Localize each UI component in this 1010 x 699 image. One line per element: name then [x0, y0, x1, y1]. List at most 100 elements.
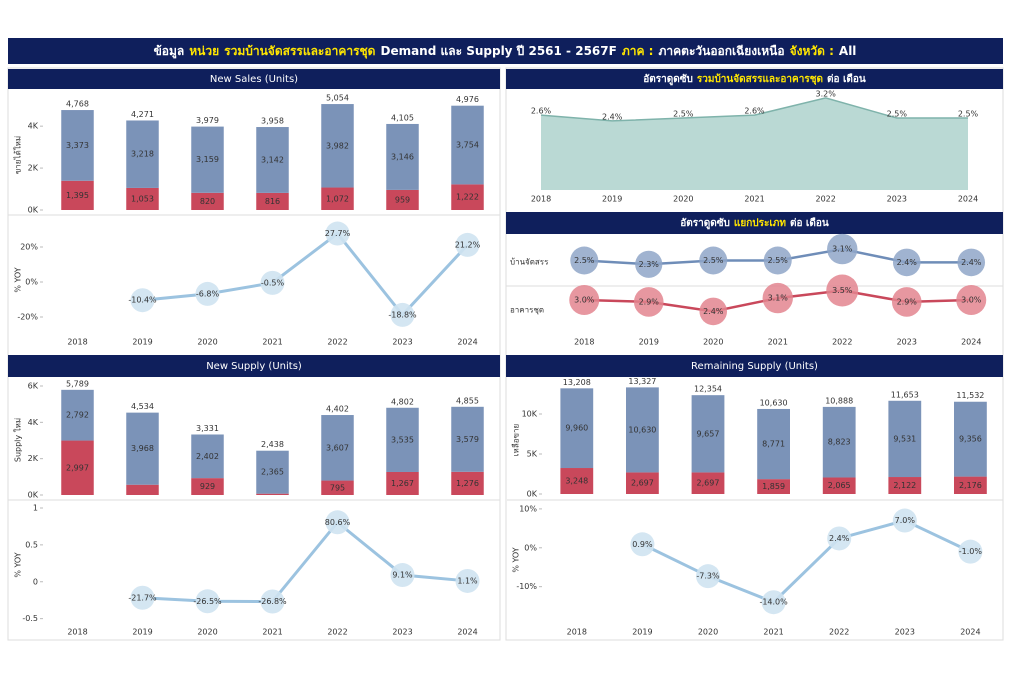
- bar-segment: [61, 389, 94, 441]
- panel-title-bar: [506, 69, 1003, 89]
- yoy-point: [892, 508, 917, 533]
- type-label: 2.9%: [897, 297, 918, 306]
- y-tick-label: 0K: [527, 490, 538, 499]
- area-label: 2.5%: [958, 110, 979, 119]
- bar-segment: [451, 471, 484, 495]
- type-label: 2.4%: [703, 307, 724, 316]
- type-label: 3.1%: [832, 245, 853, 254]
- bar-segment: [954, 476, 987, 494]
- yoy-point: [260, 270, 285, 295]
- area-label: 2.5%: [887, 110, 908, 119]
- x-tick-label: 2019: [639, 338, 659, 347]
- total-label: 13,327: [628, 377, 656, 386]
- bar-label: 3,146: [391, 152, 414, 161]
- panel-title: Remaining Supply (Units): [691, 361, 818, 372]
- bar-label: 1,053: [131, 194, 154, 203]
- yoy-point: [390, 563, 415, 588]
- type-bubble: [635, 250, 663, 278]
- type-label: 3.0%: [961, 296, 982, 305]
- bar-label: 2,997: [66, 463, 89, 472]
- yoy-label: 27.7%: [325, 229, 351, 238]
- x-tick-label: 2022: [815, 195, 835, 204]
- total-label: 13,208: [563, 378, 591, 387]
- x-tick-label: 2020: [703, 338, 723, 347]
- bar-segment: [386, 123, 419, 190]
- bar-label: 3,607: [326, 443, 349, 452]
- header-part: จังหวัด :: [790, 44, 834, 58]
- bar-segment: [560, 388, 594, 469]
- x-tick-label: 2022: [327, 338, 347, 347]
- type-bubble: [892, 248, 921, 277]
- x-tick-label: 2022: [327, 628, 347, 637]
- type-label: 3.5%: [832, 286, 853, 295]
- y-axis-label: % YOY: [14, 552, 23, 577]
- yoy-point: [130, 288, 155, 313]
- y-tick-label: -10%: [516, 582, 537, 591]
- bar-label: 2,065: [828, 481, 851, 490]
- total-label: 12,354: [694, 385, 722, 394]
- bar-segment: [321, 480, 354, 495]
- x-tick-label: 2021: [744, 195, 764, 204]
- total-label: 4,768: [66, 100, 89, 109]
- type-label: 2.4%: [897, 258, 918, 267]
- y-tick-label: 1: [33, 504, 38, 513]
- right-frame: [505, 67, 1004, 641]
- x-tick-label: 2018: [67, 628, 87, 637]
- yoy-label: -6.8%: [196, 289, 220, 298]
- header-part: ข้อมูล: [154, 44, 185, 59]
- bar-label: 2,697: [631, 479, 654, 488]
- bar-segment: [822, 406, 856, 478]
- yoy-label: 2.4%: [829, 534, 850, 543]
- panel-title-part: แยกประเภท: [734, 217, 786, 229]
- bar-segment: [61, 180, 94, 210]
- yoy-label: -10.4%: [128, 296, 157, 305]
- panel-title-bar: [506, 355, 1003, 377]
- bar-segment: [191, 478, 224, 495]
- area-label: 2.5%: [673, 110, 694, 119]
- area-label: 2.6%: [744, 107, 765, 116]
- bar-segment: [451, 184, 484, 210]
- yoy-label: 9.1%: [392, 571, 413, 580]
- bar-segment: [126, 120, 159, 188]
- x-tick-label: 2024: [961, 338, 981, 347]
- header-part: Demand และ Supply ปี 2561 - 2567F: [380, 44, 616, 58]
- type-label: 3.1%: [768, 294, 789, 303]
- x-tick-label: 2021: [768, 338, 788, 347]
- panel-title-part: อัตราดูดซับ: [680, 217, 730, 230]
- y-axis-label: % YOY: [14, 267, 23, 292]
- bar-segment: [256, 493, 289, 495]
- bar-label: 816: [265, 197, 280, 206]
- total-label: 4,976: [456, 95, 479, 104]
- area-label: 3.2%: [816, 89, 837, 98]
- x-tick-label: 2020: [698, 628, 718, 637]
- type-bubble: [956, 285, 987, 315]
- bar-segment: [954, 401, 987, 477]
- y-tick-label: 2K: [28, 454, 39, 463]
- total-label: 11,653: [891, 390, 919, 399]
- yoy-point: [195, 281, 220, 306]
- bar-label: 959: [395, 195, 410, 204]
- x-tick-label: 2023: [392, 628, 412, 637]
- yoy-line: [641, 518, 972, 604]
- bar-label: 3,218: [131, 150, 154, 159]
- bar-segment: [888, 400, 922, 478]
- bar-label: 9,531: [893, 434, 916, 443]
- x-tick-label: 2018: [67, 338, 87, 347]
- yoy-label: -21.7%: [128, 593, 157, 602]
- yoy-label: -14.0%: [759, 598, 788, 607]
- bar-label: 8,823: [828, 438, 851, 447]
- y-tick-label: 0K: [28, 206, 39, 215]
- x-tick-label: 2024: [958, 195, 978, 204]
- y-axis-label: ขายได้ใหม่: [14, 136, 23, 174]
- bar-segment: [191, 192, 224, 210]
- y-tick-label: 6K: [28, 382, 39, 391]
- type-bubble: [763, 246, 792, 275]
- y-tick-label: 10%: [519, 504, 537, 513]
- bar-segment: [888, 477, 922, 494]
- y-tick-label: -20%: [17, 313, 38, 322]
- left-frame: [7, 67, 501, 641]
- bar-segment: [191, 126, 224, 193]
- yoy-point: [260, 589, 285, 614]
- panel-title-part: ต่อ เดือน: [827, 73, 866, 85]
- bar-label: 9,960: [565, 424, 588, 433]
